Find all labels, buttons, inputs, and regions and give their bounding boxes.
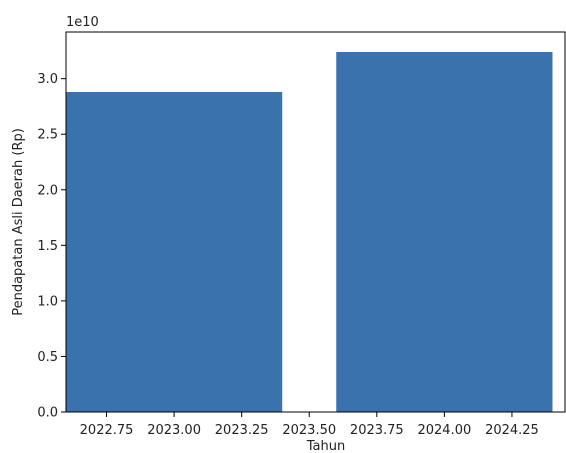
x-tick-label: 2022.75 <box>80 423 134 438</box>
y-axis-ticks: 0.0 0.5 1.0 1.5 2.0 2.5 3.0 <box>37 72 66 421</box>
x-axis-ticks: 2022.75 2023.00 2023.25 2023.50 2023.75 2024.… <box>80 412 539 438</box>
x-tick-label: 2023.25 <box>215 423 269 438</box>
y-axis-offset-label: 1e10 <box>66 15 99 30</box>
y-tick-label: 1.5 <box>37 239 58 254</box>
y-tick-label: 2.5 <box>37 128 58 143</box>
x-tick-label: 2024.00 <box>417 423 471 438</box>
x-tick-label: 2023.50 <box>282 423 336 438</box>
y-axis-label: Pendapatan Asli Daerah (Rp) <box>11 128 26 316</box>
y-tick-label: 0.5 <box>37 350 58 365</box>
x-tick-label: 2023.75 <box>350 423 404 438</box>
y-tick-label: 1.0 <box>37 294 58 309</box>
x-axis-label: Tahun <box>306 439 345 453</box>
y-tick-label: 2.0 <box>37 183 58 198</box>
x-tick-label: 2023.00 <box>147 423 201 438</box>
x-tick-label: 2024.25 <box>485 423 539 438</box>
y-tick-label: 3.0 <box>37 72 58 87</box>
y-tick-label: 0.0 <box>37 406 58 421</box>
bar-0 <box>66 92 283 412</box>
plot-frame <box>65 31 566 413</box>
bar-1 <box>336 52 553 412</box>
bars-group <box>66 52 553 412</box>
